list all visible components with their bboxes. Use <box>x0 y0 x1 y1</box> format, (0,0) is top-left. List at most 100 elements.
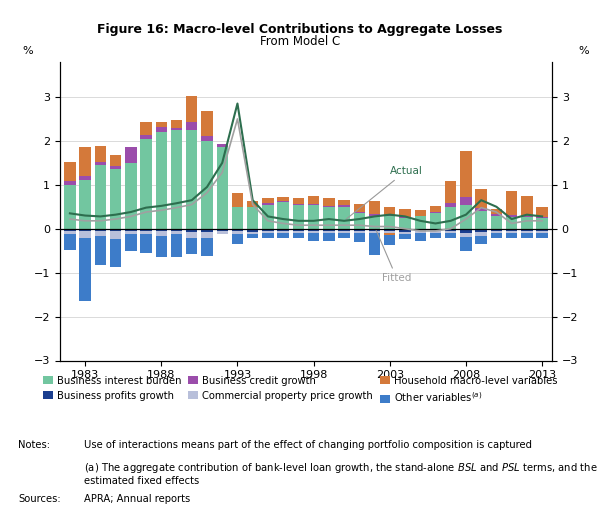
Bar <box>247 207 259 229</box>
Bar <box>506 229 517 231</box>
Bar <box>95 229 106 231</box>
Bar <box>308 233 319 241</box>
Bar <box>110 169 121 229</box>
Bar <box>536 231 548 233</box>
Bar <box>430 229 441 231</box>
Bar <box>125 163 137 229</box>
Bar <box>323 206 335 207</box>
Bar <box>262 203 274 204</box>
Bar <box>247 229 259 232</box>
Bar <box>125 231 137 234</box>
Bar <box>79 229 91 231</box>
Bar <box>384 231 395 233</box>
Bar <box>217 229 228 231</box>
Bar <box>353 204 365 212</box>
Bar <box>79 180 91 229</box>
Text: Use of interactions means part of the effect of changing portfolio composition i: Use of interactions means part of the ef… <box>84 440 532 450</box>
Bar <box>353 212 365 213</box>
Bar <box>445 233 457 238</box>
Bar <box>399 229 411 232</box>
Bar <box>79 231 91 237</box>
Text: Actual: Actual <box>346 166 422 219</box>
Bar <box>232 229 243 231</box>
Bar <box>415 231 426 233</box>
Bar <box>399 232 411 234</box>
Bar <box>369 233 380 254</box>
Bar <box>186 237 197 254</box>
Bar <box>445 203 457 207</box>
Bar <box>521 196 533 216</box>
Bar <box>277 202 289 229</box>
Bar <box>353 229 365 231</box>
Bar <box>384 215 395 216</box>
Bar <box>338 229 350 231</box>
Bar <box>415 210 426 216</box>
Bar <box>140 139 152 229</box>
Bar <box>217 144 228 147</box>
Bar <box>353 233 365 243</box>
Bar <box>338 200 350 205</box>
Bar <box>521 233 533 238</box>
Bar <box>186 232 197 237</box>
Bar <box>460 229 472 233</box>
Legend: Business interest burden, Business profits growth, Business credit growth, Comme: Business interest burden, Business profi… <box>43 375 557 404</box>
Bar <box>262 229 274 231</box>
Bar <box>201 141 213 229</box>
Bar <box>475 189 487 208</box>
Bar <box>430 233 441 238</box>
Bar <box>430 212 441 213</box>
Text: Fitted: Fitted <box>376 229 412 283</box>
Bar <box>445 229 457 231</box>
Bar <box>460 233 472 236</box>
Bar <box>491 233 502 238</box>
Text: (a) The aggregate contribution of bank-level loan growth, the stand-alone $\math: (a) The aggregate contribution of bank-l… <box>84 461 598 475</box>
Bar <box>491 216 502 229</box>
Bar <box>232 193 243 207</box>
Bar <box>277 197 289 201</box>
Bar <box>293 204 304 229</box>
Bar <box>415 229 426 231</box>
Bar <box>384 216 395 229</box>
Bar <box>95 231 106 236</box>
Bar <box>369 216 380 229</box>
Bar <box>155 236 167 258</box>
Bar <box>110 229 121 231</box>
Bar <box>293 198 304 204</box>
Bar <box>536 218 548 229</box>
Bar <box>201 237 213 256</box>
Bar <box>415 216 426 229</box>
Text: Sources:: Sources: <box>18 494 61 504</box>
Bar <box>201 229 213 232</box>
Bar <box>247 201 259 207</box>
Bar <box>445 207 457 229</box>
Bar <box>475 232 487 236</box>
Bar <box>217 231 228 234</box>
Bar <box>171 234 182 258</box>
Bar <box>95 236 106 265</box>
Bar <box>460 150 472 197</box>
Bar <box>323 207 335 229</box>
Bar <box>171 229 182 231</box>
Text: From Model C: From Model C <box>260 36 340 48</box>
Bar <box>369 231 380 233</box>
Bar <box>384 233 395 235</box>
Text: Figure 16: Macro-level Contributions to Aggregate Losses: Figure 16: Macro-level Contributions to … <box>97 24 503 37</box>
Bar <box>475 208 487 211</box>
Bar <box>186 96 197 122</box>
Bar <box>323 233 335 241</box>
Bar <box>155 123 167 127</box>
Bar <box>308 231 319 233</box>
Bar <box>171 120 182 128</box>
Text: %: % <box>578 46 589 56</box>
Text: Notes:: Notes: <box>18 440 50 450</box>
Bar <box>460 236 472 251</box>
Bar <box>399 218 411 229</box>
Bar <box>491 209 502 214</box>
Bar <box>475 236 487 244</box>
Bar <box>155 127 167 132</box>
Bar <box>232 234 243 244</box>
Bar <box>308 229 319 231</box>
Bar <box>521 216 533 217</box>
Bar <box>64 162 76 181</box>
Bar <box>384 229 395 231</box>
